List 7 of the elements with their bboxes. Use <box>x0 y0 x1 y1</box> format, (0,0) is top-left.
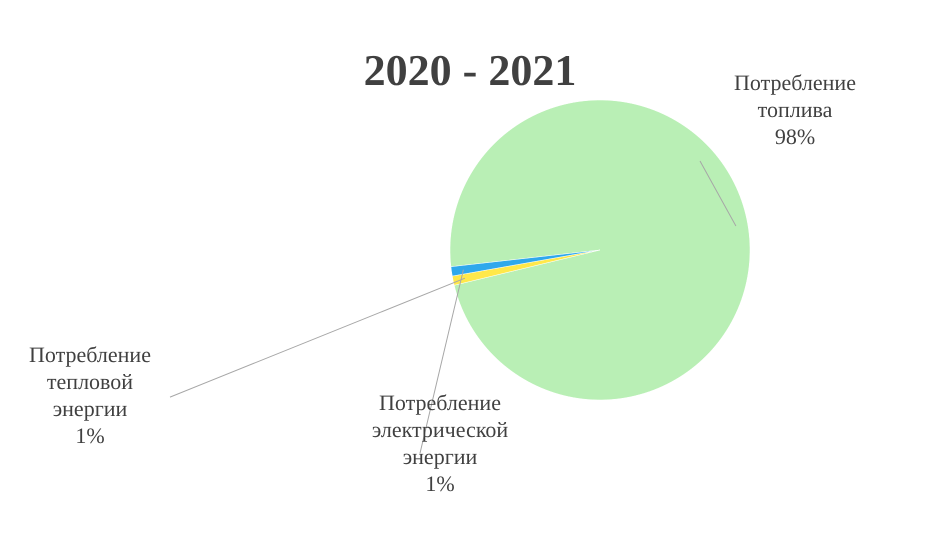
slice-label: Потребление топлива <box>734 70 856 122</box>
data-label: 1% <box>75 423 105 448</box>
slice-label: Потребление электрической энергии <box>372 390 508 469</box>
chart-title: 2020 - 2021 <box>364 46 576 95</box>
slice-label: Потребление тепловой энергии <box>29 342 151 421</box>
data-label: 1% <box>425 471 455 496</box>
data-label: 98% <box>774 124 816 149</box>
